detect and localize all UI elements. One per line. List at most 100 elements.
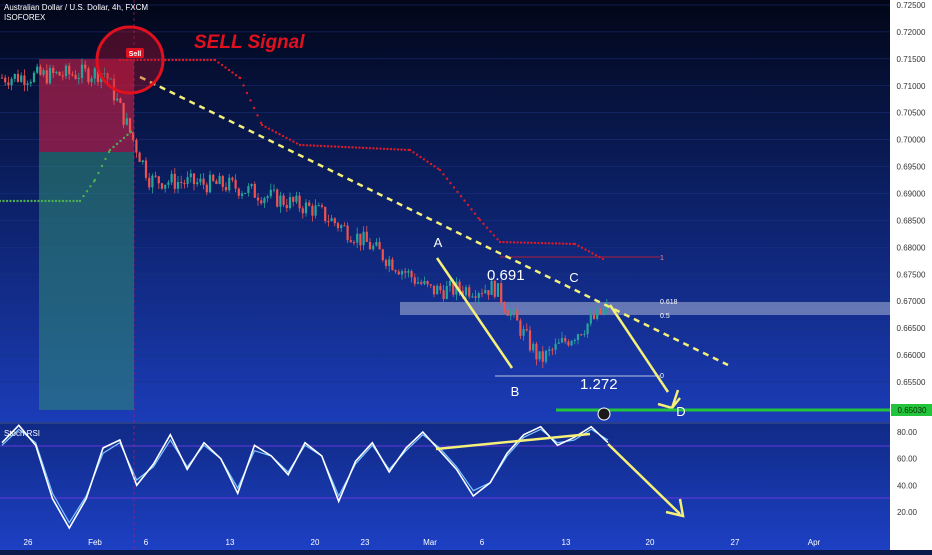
candle-body: [487, 290, 490, 295]
bear-stop-dot: [217, 61, 220, 64]
bull-stop-dot: [12, 199, 16, 203]
candle-body: [247, 186, 250, 193]
candle-body: [48, 67, 52, 84]
candle-body: [96, 68, 100, 82]
bear-stop-dot: [533, 241, 537, 245]
candle-body: [551, 349, 554, 351]
trailing-stop-dots: [0, 58, 605, 261]
candle-body: [381, 249, 384, 261]
candle-body: [144, 160, 148, 178]
candle-body: [442, 290, 445, 299]
rsi-projection-arrowhead[interactable]: [665, 498, 685, 518]
candle-body: [279, 195, 282, 207]
candle-body: [68, 65, 71, 75]
candle-body: [410, 271, 413, 278]
price-tick-label: 0.69000: [897, 190, 926, 199]
candle-body: [346, 225, 349, 241]
bear-stop-dot: [274, 131, 278, 134]
bear-stop-dot: [438, 168, 442, 172]
bull-stop-dot: [100, 164, 104, 168]
sell-signal-circle[interactable]: [95, 25, 165, 95]
bear-stop-dot: [242, 84, 245, 87]
target-arrow[interactable]: [657, 389, 681, 410]
candle-body: [151, 175, 154, 188]
candle-body: [285, 204, 288, 209]
price-tick-label: 0.65500: [897, 378, 926, 387]
bear-stop-dot: [136, 58, 139, 62]
bear-stop-dot: [393, 148, 396, 151]
candle-body: [567, 341, 570, 346]
candle-body: [240, 193, 244, 196]
fib-retracement-zone[interactable]: [400, 302, 890, 315]
candle-body: [493, 280, 496, 297]
candle-body: [541, 351, 544, 362]
candle-body: [557, 342, 560, 344]
short-position-target-zone[interactable]: [39, 152, 134, 410]
stoch-rsi-d-line[interactable]: [1, 428, 609, 524]
bear-stop-dot: [492, 234, 496, 237]
bull-stop-dot: [119, 139, 122, 143]
candle-body: [525, 329, 528, 331]
candle-body: [560, 338, 564, 343]
bear-stop-dot: [470, 208, 473, 211]
short-position-stop-zone[interactable]: [39, 59, 134, 152]
bear-stop-dot: [537, 241, 540, 245]
sell-badge-label: Sell: [129, 51, 142, 58]
wave-label-b: B: [511, 384, 520, 399]
candle-body: [263, 198, 266, 204]
candle-body: [589, 314, 592, 324]
stoch-rsi-title: Stoch RSI: [4, 429, 40, 438]
bear-stop-dot: [396, 148, 400, 151]
bear-stop-dot: [330, 145, 333, 148]
bear-stop-dot: [594, 254, 598, 257]
candle-body: [39, 66, 42, 75]
bull-stop-dot: [26, 199, 30, 203]
candle-body: [135, 140, 138, 153]
candle-body: [362, 231, 365, 246]
bear-stop-dot: [340, 145, 344, 149]
wave-c-to-d-line[interactable]: [608, 304, 670, 393]
bear-stop-dot: [153, 58, 157, 62]
candle-body: [519, 320, 522, 336]
candle-body: [45, 70, 48, 84]
rsi-projection-arrow-line[interactable]: [607, 443, 681, 515]
bull-stop-dot: [37, 199, 40, 203]
bear-stop-dot: [295, 142, 299, 145]
bull-stop-dot: [30, 199, 33, 203]
bear-stop-dot: [561, 242, 565, 245]
candle-body: [471, 296, 474, 298]
candle-body: [148, 177, 151, 188]
bear-stop-dot: [573, 242, 577, 246]
bear-stop-dot: [285, 136, 288, 140]
bear-stop-dot: [267, 127, 271, 130]
stoch-rsi-k-line[interactable]: [1, 424, 609, 530]
bear-stop-dot: [256, 114, 259, 117]
bear-stop-dot: [415, 153, 419, 156]
rsi-divergence-line[interactable]: [435, 432, 591, 451]
bear-stop-dot: [551, 242, 554, 245]
bull-stop-dot: [0, 199, 2, 203]
bear-stop-dot: [209, 58, 213, 62]
bear-stop-dot: [129, 58, 132, 62]
candle-body: [128, 118, 132, 133]
wave-a-to-b-line[interactable]: [435, 257, 514, 369]
candle-body: [496, 283, 500, 297]
time-tick-label: 6: [480, 538, 485, 547]
candle-body: [119, 98, 122, 103]
rsi-bands: [0, 445, 890, 499]
bear-stop-dot: [252, 106, 256, 110]
candle-body: [375, 242, 378, 246]
price-tick-label: 0.66500: [897, 324, 926, 333]
bear-stop-dot: [473, 212, 477, 215]
bear-stop-dot: [547, 242, 551, 245]
candle-body: [192, 173, 196, 185]
symbol-title: Australian Dollar / U.S. Dollar, 4h, FXC…: [4, 3, 149, 12]
price-tick-label: 0.71500: [897, 55, 926, 64]
bear-stop-dot: [227, 68, 231, 72]
wave-label-a: A: [434, 235, 443, 250]
target-marker[interactable]: [597, 407, 611, 421]
candle-body: [544, 350, 548, 362]
bear-stop-dot: [337, 145, 340, 148]
